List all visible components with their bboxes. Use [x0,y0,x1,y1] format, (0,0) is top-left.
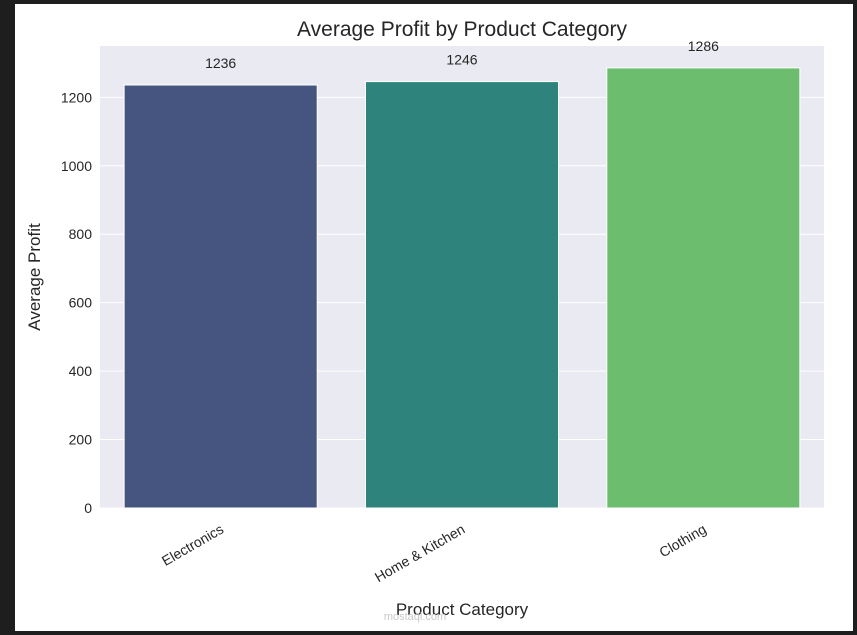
x-tick-label: Clothing [656,521,708,561]
bar-electronics [123,84,318,509]
data-labels: 1236 1246 1286 [205,38,719,71]
y-tick-label: 800 [69,226,93,242]
y-tick-label: 1000 [61,158,92,174]
bar-clothing [606,67,801,509]
x-tick-label: Electronics [159,521,226,569]
chart-title: Average Profit by Product Category [297,18,627,41]
y-axis-label: Average Profit [25,223,44,331]
x-tick-label: Home & Kitchen [372,521,468,585]
bar-chart: 1236 1246 1286 0 200 400 600 800 1000 1200 Elect… [25,18,824,623]
y-tick-label: 200 [69,432,93,448]
y-tick-label: 600 [69,295,93,311]
x-axis-label: Product Category [396,600,529,619]
x-axis-ticks: Electronics Home & Kitchen Clothing [159,521,709,585]
bar-value-label: 1246 [446,52,477,68]
watermark-text: mostaql.com [384,611,446,623]
y-axis-ticks: 0 200 400 600 800 1000 1200 [61,89,92,516]
y-tick-label: 400 [69,363,93,379]
bars [123,67,801,509]
y-tick-label: 0 [84,500,92,516]
figure-canvas: 1236 1246 1286 0 200 400 600 800 1000 1200 Elect… [15,4,853,631]
bar-value-label: 1236 [205,55,236,71]
y-tick-label: 1200 [61,89,92,105]
bar-value-label: 1286 [688,38,719,54]
bar-home-kitchen [364,81,560,509]
